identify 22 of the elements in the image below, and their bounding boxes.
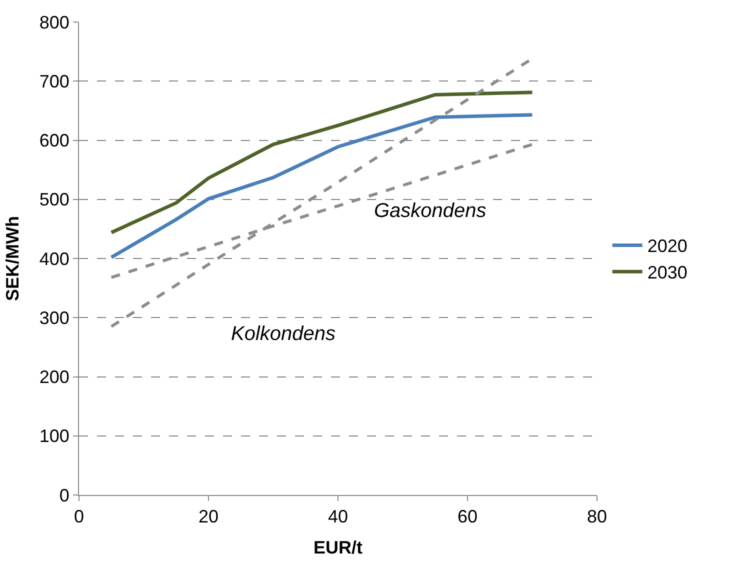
y-tick-label: 700 <box>39 71 70 92</box>
legend-label: 2020 <box>647 236 688 256</box>
annotation: Kolkondens <box>231 323 336 345</box>
y-tick-label: 400 <box>39 248 70 269</box>
line-series <box>110 113 534 260</box>
line-series <box>110 90 534 234</box>
x-axis-title: EUR/t <box>314 538 363 558</box>
y-tick-label: 800 <box>39 12 70 32</box>
x-tick-label: 0 <box>74 506 84 527</box>
x-tick-label: 40 <box>328 506 348 527</box>
y-axis-title: SEK/MWh <box>2 216 23 301</box>
x-tick-label: 80 <box>586 506 608 527</box>
annotation: Gaskondens <box>374 200 486 222</box>
y-tick-label: 300 <box>39 308 70 328</box>
x-tick-label: 60 <box>457 506 478 527</box>
legend-label: 2030 <box>647 262 688 283</box>
y-tick-label: 200 <box>39 367 70 388</box>
x-tick-label: 20 <box>198 506 219 527</box>
y-tick-label: 500 <box>39 190 70 210</box>
y-tick-label: 600 <box>39 130 70 151</box>
y-tick-label: 100 <box>39 426 70 446</box>
y-tick-label: 0 <box>59 485 70 506</box>
